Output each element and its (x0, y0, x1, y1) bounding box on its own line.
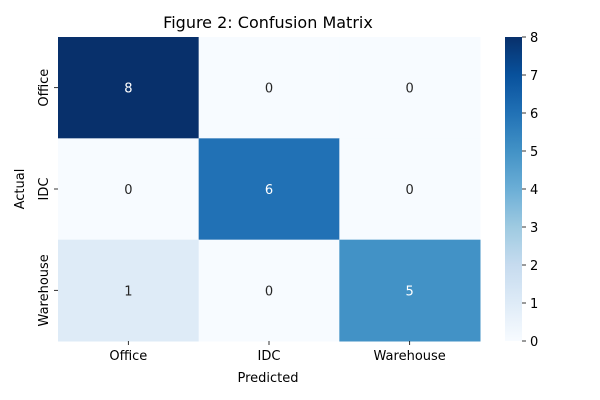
cell-value-label: 0 (406, 183, 414, 198)
heatmap-cell (58, 138, 200, 241)
x-axis-ticks: Office IDC Warehouse (109, 341, 446, 364)
y-axis-label: Actual (13, 169, 28, 210)
colorbar-tick-label: 3 (530, 221, 538, 236)
heatmap-cell (198, 138, 340, 241)
cell-value-label: 5 (406, 284, 414, 299)
heatmap-cell (58, 239, 200, 342)
cell-value-label: 6 (265, 183, 273, 198)
x-tick-label: Warehouse (374, 349, 446, 364)
colorbar-tick-label: 8 (530, 31, 538, 46)
y-axis-ticks: Office IDC Warehouse (37, 69, 58, 326)
colorbar-tick-label: 7 (530, 69, 538, 84)
heatmap-cell (339, 239, 481, 342)
colorbar (505, 37, 522, 341)
heatmap-cell-labels: 8 0 0 0 6 0 1 0 5 (124, 82, 414, 300)
cell-value-label: 0 (265, 284, 273, 299)
cell-value-label: 1 (124, 284, 132, 299)
y-tick-label: Warehouse (37, 254, 52, 326)
x-tick-label: IDC (258, 349, 281, 364)
cell-value-label: 0 (406, 82, 414, 97)
colorbar-ticks: 0 1 2 3 4 5 6 7 8 (522, 31, 538, 350)
heatmap-cells (58, 37, 481, 342)
colorbar-tick-label: 2 (530, 259, 538, 274)
y-tick-label: IDC (37, 178, 52, 201)
colorbar-tick-label: 6 (530, 107, 538, 122)
heatmap-cell (339, 37, 481, 139)
cell-value-label: 0 (265, 82, 273, 97)
cell-value-label: 0 (124, 183, 132, 198)
heatmap-cell (339, 138, 481, 241)
y-tick-label: Office (37, 69, 52, 107)
heatmap-cell (58, 37, 200, 139)
x-axis-label: Predicted (237, 371, 298, 386)
colorbar-tick-label: 0 (530, 335, 538, 350)
heatmap-cell (198, 37, 340, 139)
cell-value-label: 8 (124, 82, 132, 97)
heatmap-cell (198, 239, 340, 342)
x-tick-label: Office (109, 349, 147, 364)
chart-title: Figure 2: Confusion Matrix (163, 13, 373, 32)
colorbar-tick-label: 5 (530, 145, 538, 160)
colorbar-tick-label: 4 (530, 183, 538, 198)
colorbar-tick-label: 1 (530, 297, 538, 312)
